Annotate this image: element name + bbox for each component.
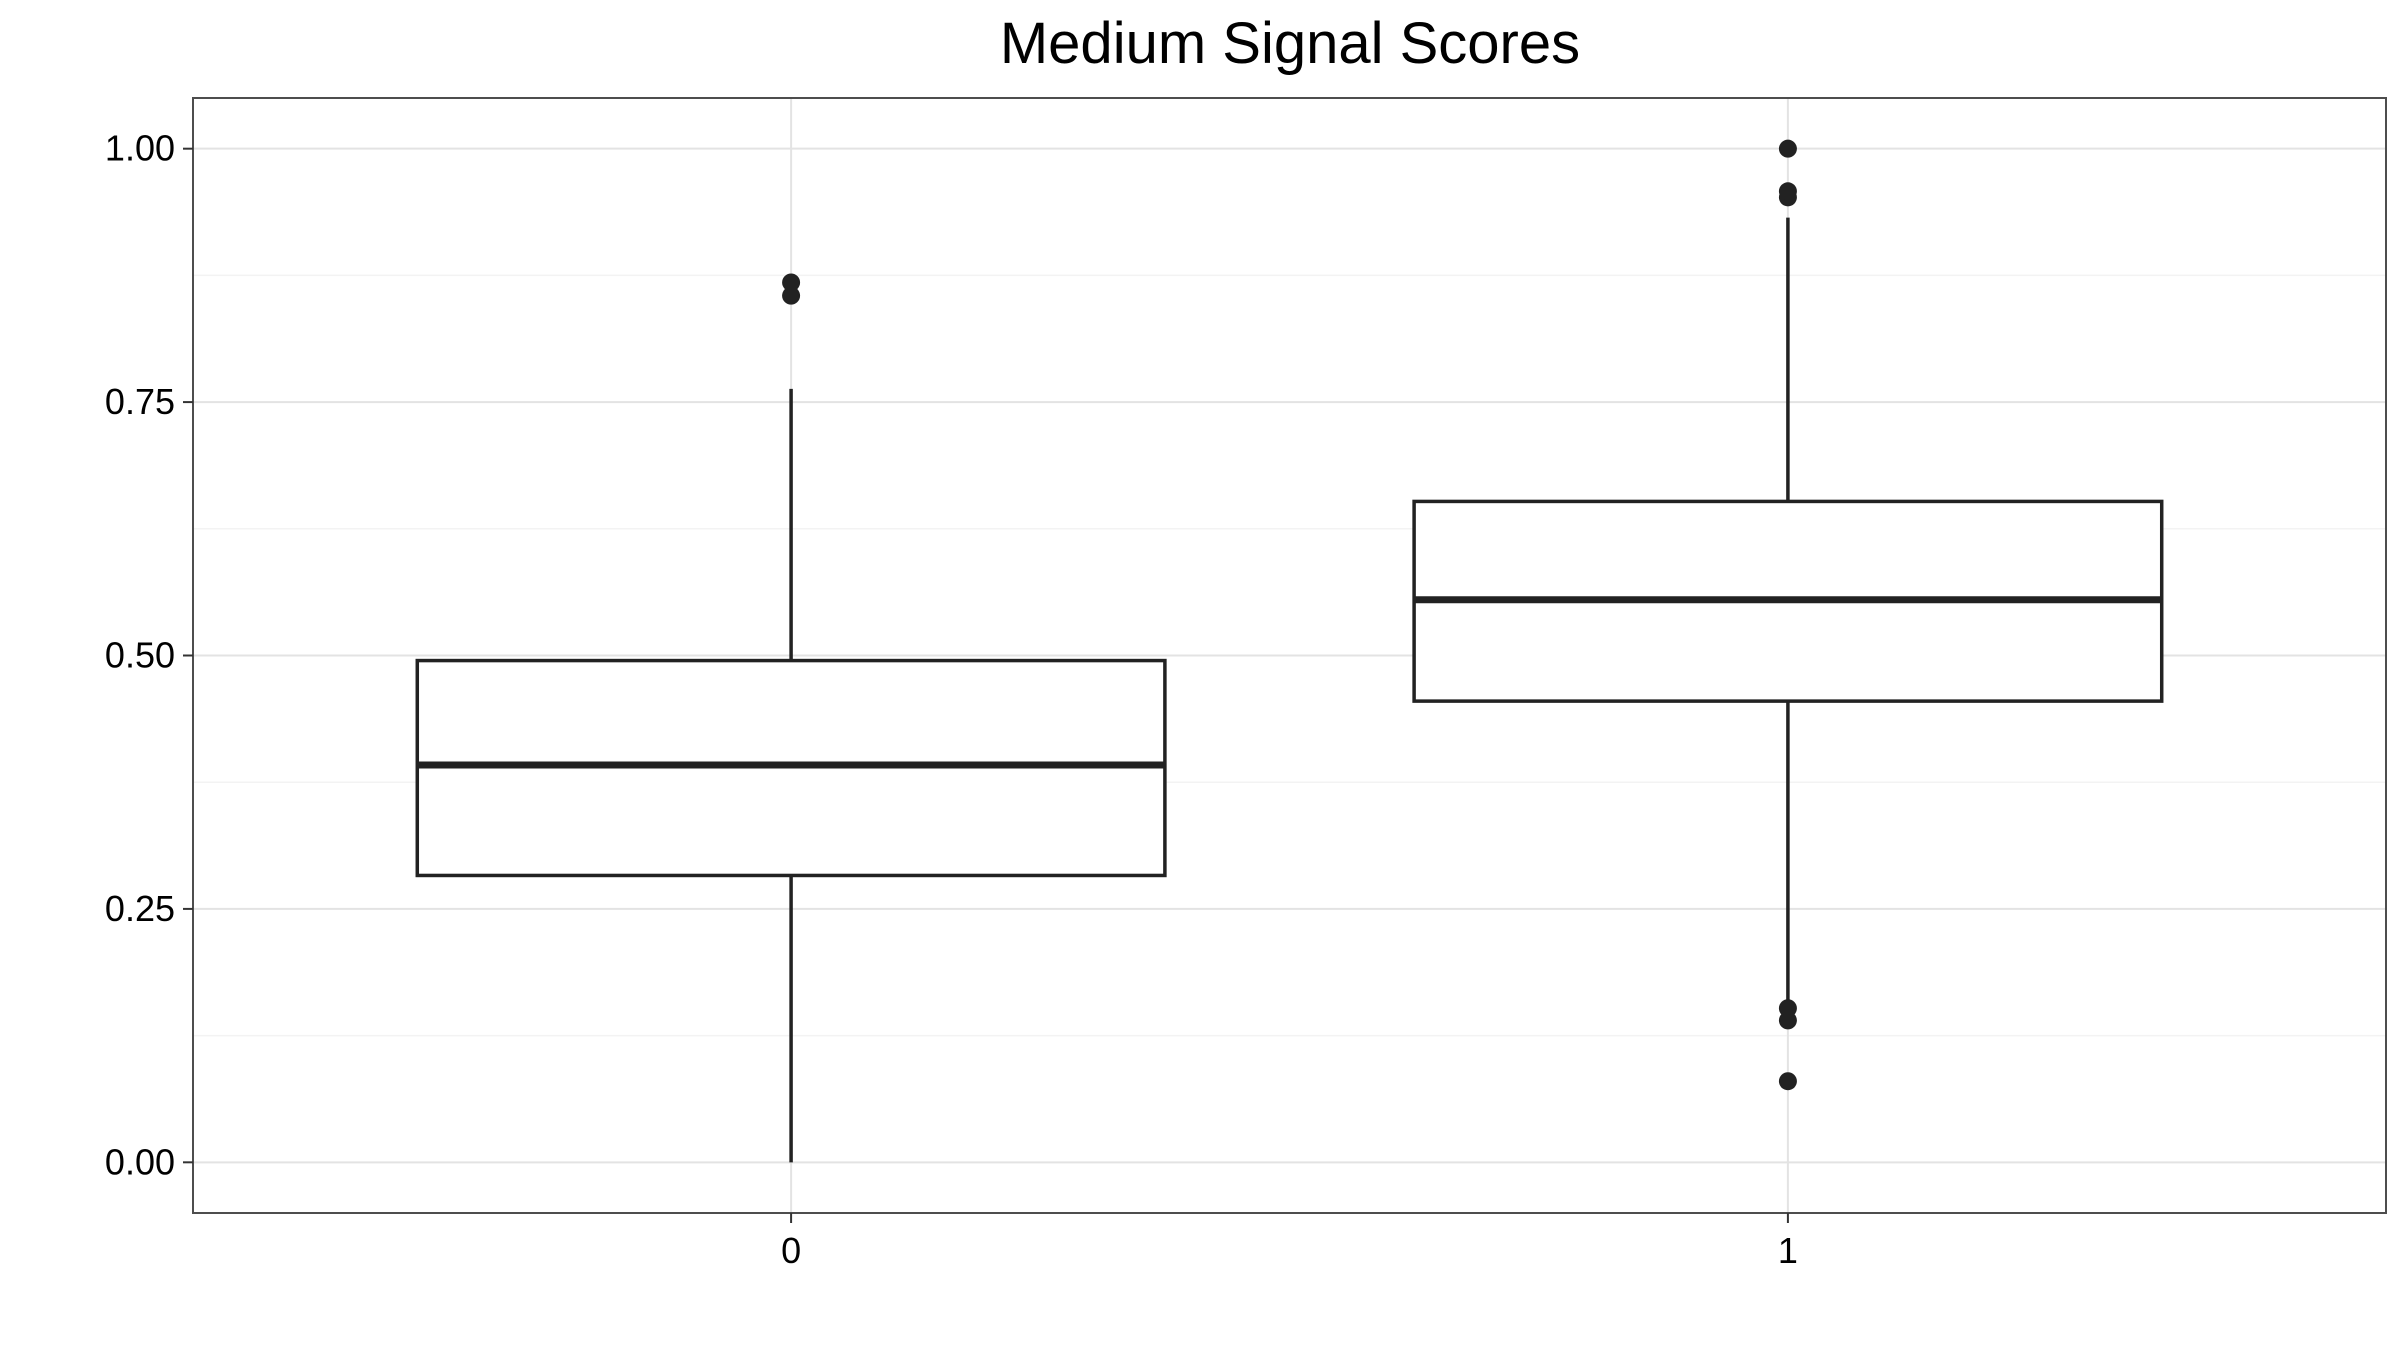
outlier-point (782, 273, 801, 292)
y-tick-label: 1.00 (105, 128, 175, 169)
y-tick-label: 0.00 (105, 1141, 175, 1182)
outlier-point (1778, 1072, 1797, 1091)
x-tick-label: 1 (1778, 1230, 1798, 1271)
outlier-point (782, 286, 801, 305)
box-plot-marks (415, 139, 2164, 1163)
y-tick-label: 0.50 (105, 635, 175, 676)
y-axis: 0.00 0.25 0.50 0.75 1.00 (105, 128, 193, 1182)
x-tick-label: 0 (781, 1230, 801, 1271)
chart-title: Medium Signal Scores (1000, 11, 1580, 76)
outlier-point (1778, 999, 1797, 1018)
y-tick-label: 0.25 (105, 888, 175, 929)
outlier-point (1778, 139, 1797, 158)
box-group-1 (1412, 139, 2164, 1091)
outlier-point (1778, 182, 1797, 201)
y-tick-label: 0.75 (105, 381, 175, 422)
box-group-0 (415, 273, 1167, 1163)
